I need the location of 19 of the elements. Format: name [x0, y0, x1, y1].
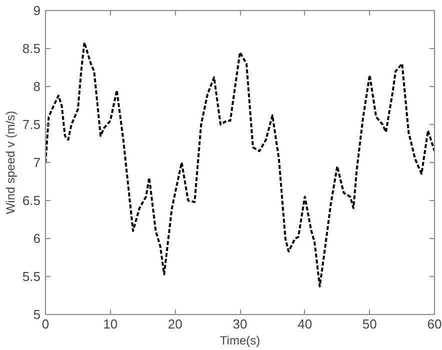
y-tick-label: 6: [33, 231, 41, 246]
y-tick-label: 8: [33, 79, 41, 94]
y-tick-label: 7: [33, 155, 41, 170]
x-tick-label: 0: [42, 316, 50, 332]
x-tick-label: 20: [168, 316, 182, 332]
line-series: [46, 41, 434, 288]
y-tick-label: 9: [33, 3, 41, 18]
x-axis-title: Time(s): [220, 334, 260, 348]
x-tick-label: 50: [362, 316, 377, 332]
x-tick-label: 40: [298, 316, 312, 332]
y-tick-label: 5: [33, 307, 41, 322]
x-tick-label: 30: [232, 316, 248, 332]
x-tick-label: 10: [103, 316, 118, 332]
y-tick-label: 8.5: [22, 41, 41, 56]
y-tick-label: 7.5: [22, 117, 41, 132]
x-tick-label: 60: [427, 316, 442, 332]
y-tick-label: 6.5: [22, 193, 41, 208]
y-tick-label: 5.5: [22, 269, 41, 284]
y-axis-title: Wind speed v (m/s): [3, 110, 18, 214]
